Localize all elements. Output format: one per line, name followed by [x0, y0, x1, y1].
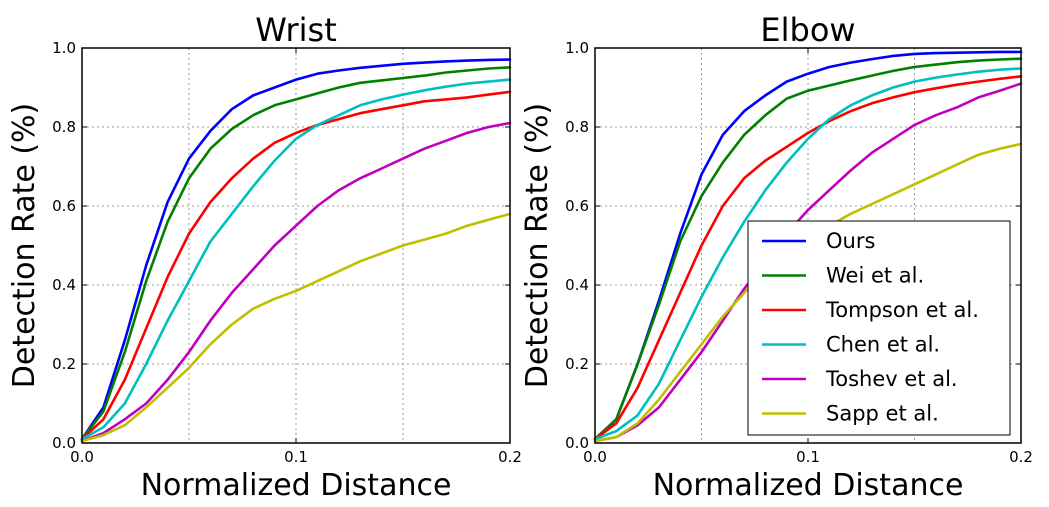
series-line-chen-et-al — [593, 67, 1023, 441]
y-tick-label: 0.2 — [52, 355, 76, 373]
legend-box — [747, 220, 1011, 436]
y-axis-label: Detection Rate (%) — [520, 103, 555, 389]
y-tick-label: 1.0 — [52, 39, 76, 57]
legend-label: Ours — [826, 229, 875, 253]
series-line-tompson-et-al — [593, 75, 1023, 441]
y-axis-label: Detection Rate (%) — [7, 103, 42, 389]
y-tick-label: 0.8 — [52, 118, 76, 136]
legend: Ours Wei et al. Tompson et al. Chen et al. T… — [747, 220, 1011, 436]
series-line-tompson-et-al — [80, 90, 512, 441]
y-tick-label: 1.0 — [565, 39, 589, 57]
series-line-chen-et-al — [80, 78, 512, 441]
legend-label: Sapp et al. — [826, 402, 939, 426]
series-line-wei-et-al — [593, 57, 1023, 441]
y-tick-label: 0.2 — [565, 355, 589, 373]
y-tick-label: 0.0 — [565, 434, 589, 452]
y-tick-label: 0.4 — [52, 276, 76, 294]
x-axis-label: Normalized Distance — [653, 468, 964, 503]
series-line-ours — [80, 58, 512, 441]
x-tick-label: 0.1 — [284, 448, 308, 466]
x-tick-label: 0.2 — [1009, 448, 1033, 466]
chart-title: Elbow — [760, 11, 855, 49]
series-line-wei-et-al — [80, 66, 512, 441]
x-axis-label: Normalized Distance — [141, 468, 452, 503]
series-line-toshev-et-al — [80, 121, 512, 443]
series-line-toshev-et-al — [593, 82, 1023, 443]
x-tick-label: 0.0 — [70, 448, 94, 466]
x-tick-label: 0.0 — [583, 448, 607, 466]
chart-panel-elbow: 0.0 0.2 0.4 0.6 0.8 1.0 0.0 0.1 0.2 Elbow Normaliz… — [520, 11, 1033, 503]
legend-label: Chen et al. — [826, 333, 940, 357]
y-tick-label: 0.6 — [565, 197, 589, 215]
x-tick-label: 0.1 — [796, 448, 820, 466]
legend-label: Tompson et al. — [825, 298, 979, 322]
legend-label: Wei et al. — [826, 264, 924, 288]
series-line-ours — [593, 50, 1023, 441]
legend-label: Toshev et al. — [825, 367, 958, 391]
y-tick-label: 0.6 — [52, 197, 76, 215]
chart-title: Wrist — [255, 11, 336, 49]
y-tick-label: 0.4 — [565, 276, 589, 294]
y-tick-label: 0.0 — [52, 434, 76, 452]
series-line-sapp-et-al — [80, 212, 512, 443]
y-tick-label: 0.8 — [565, 118, 589, 136]
x-tick-label: 0.2 — [498, 448, 522, 466]
chart-panel-wrist: 0.0 0.2 0.4 0.6 0.8 1.0 0.0 0.1 0.2 Wrist Normaliz… — [7, 11, 522, 503]
